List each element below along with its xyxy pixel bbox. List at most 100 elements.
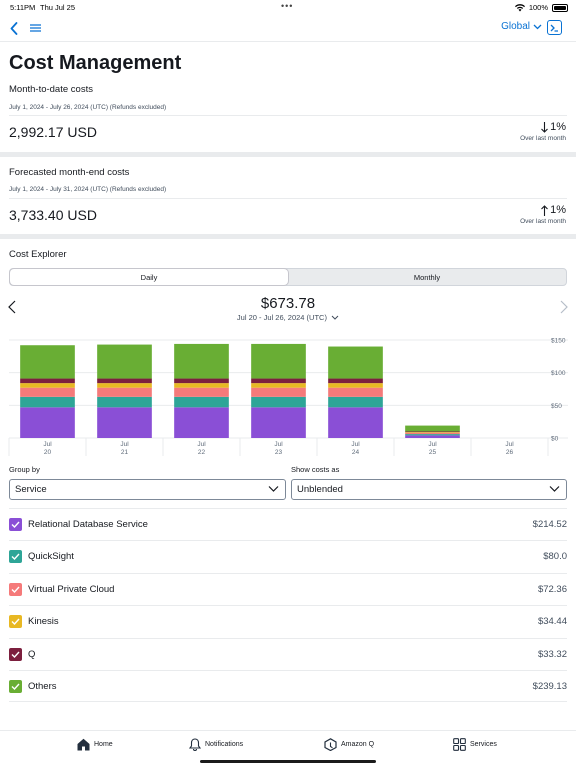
x-tick-label: 20 (44, 449, 52, 456)
bar-segment (20, 345, 75, 379)
multitasking-dots-icon[interactable]: ••• (281, 1, 294, 11)
x-tick-label: Jul (505, 441, 514, 448)
bar-segment (405, 432, 460, 435)
service-list: Relational Database Service $214.52 Quic… (0, 508, 576, 703)
tab-services[interactable]: Services (453, 738, 497, 751)
service-name: Kinesis (28, 616, 59, 628)
show-costs-dropdown[interactable]: Unblended (291, 479, 567, 500)
status-time: 5:11PM (10, 3, 36, 12)
y-tick-label: $50 (551, 403, 562, 410)
cloudshell-button[interactable] (547, 20, 562, 35)
mtd-change: 1% (550, 121, 566, 133)
service-cost: $239.13 (532, 680, 567, 692)
bar-segment (174, 407, 229, 438)
list-item[interactable]: Others $239.13 (9, 669, 567, 703)
status-bar: 5:11PM Thu Jul 25 ••• 100% (0, 0, 576, 14)
tab-notifications-label: Notifications (205, 741, 244, 748)
bar-segment (174, 387, 229, 397)
tab-daily[interactable]: Daily (10, 269, 288, 285)
bar-segment (328, 387, 383, 397)
bar-segment (174, 383, 229, 388)
mtd-trend: 1% Over last month (520, 121, 566, 142)
bar-segment (251, 343, 306, 379)
checkbox-icon[interactable] (9, 518, 22, 531)
next-period-button[interactable] (560, 300, 568, 319)
x-tick-label: 24 (352, 449, 360, 456)
service-name: Q (28, 648, 36, 660)
bar-segment (20, 387, 75, 397)
bar-segment (405, 431, 460, 433)
show-costs-value: Unblended (297, 484, 343, 495)
granularity-toggle: Daily Monthly (9, 268, 567, 286)
x-tick-label: 22 (198, 449, 206, 456)
back-button[interactable] (6, 19, 22, 37)
group-by-value: Service (15, 484, 47, 495)
divider (9, 198, 567, 199)
service-name: Others (28, 680, 57, 692)
checkbox-icon[interactable] (9, 679, 22, 693)
wifi-icon (514, 3, 525, 11)
service-name: Relational Database Service (28, 519, 148, 530)
bar-segment (97, 378, 152, 384)
forecast-change: 1% (550, 204, 566, 216)
bar-segment (97, 396, 152, 408)
bar-segment (328, 346, 383, 379)
home-icon (77, 738, 90, 751)
region-selector[interactable]: Global (501, 21, 542, 32)
bar-segment (405, 425, 460, 432)
x-tick-label: Jul (43, 441, 52, 448)
service-name: QuickSight (28, 551, 74, 563)
tab-notifications[interactable]: Notifications (189, 738, 243, 751)
checkbox-icon[interactable] (9, 615, 22, 629)
group-by-dropdown[interactable]: Service (9, 479, 286, 500)
y-tick-label: $150 (551, 338, 566, 345)
tab-home[interactable]: Home (77, 738, 113, 751)
checkbox-icon[interactable] (9, 647, 22, 661)
list-item[interactable]: QuickSight $80.0 (9, 540, 567, 572)
section-separator (0, 152, 576, 157)
group-by-label: Group by (9, 465, 40, 474)
checkbox-icon[interactable] (9, 582, 22, 596)
x-tick-label: 23 (275, 449, 283, 456)
menu-button[interactable] (28, 21, 42, 35)
chevron-left-icon (10, 21, 18, 35)
list-item[interactable]: Kinesis $34.44 (9, 605, 567, 637)
x-tick-label: 25 (429, 449, 437, 456)
chevron-down-icon (331, 315, 339, 320)
hamburger-icon (29, 24, 41, 32)
bar-segment (20, 378, 75, 384)
list-item[interactable]: Q $33.32 (9, 637, 567, 670)
explorer-title: Cost Explorer (9, 249, 67, 260)
bar-segment (20, 407, 75, 438)
tab-amazon-q[interactable]: Amazon Q (324, 738, 374, 751)
x-tick-label: Jul (351, 441, 360, 448)
tab-monthly[interactable]: Monthly (413, 272, 441, 282)
arrow-up-icon (541, 204, 548, 216)
bar-segment (97, 344, 152, 379)
mtd-amount: 2,992.17 USD (9, 124, 97, 140)
period-range-selector[interactable]: Jul 20 - Jul 26, 2024 (UTC) (0, 313, 576, 322)
previous-period-button[interactable] (8, 300, 16, 319)
tab-amazon-q-label: Amazon Q (341, 741, 375, 748)
bar-segment (174, 378, 229, 384)
list-item[interactable]: Virtual Private Cloud $72.36 (9, 572, 567, 605)
bar-segment (20, 383, 75, 388)
service-cost: $33.32 (537, 648, 567, 660)
amazon-q-icon (324, 738, 337, 751)
battery-icon (552, 3, 568, 12)
x-tick-label: 21 (121, 449, 129, 456)
chevron-down-icon (268, 486, 279, 492)
period-range-label: Jul 20 - Jul 26, 2024 (UTC) (236, 313, 327, 322)
x-tick-label: Jul (274, 441, 283, 448)
list-item[interactable]: Relational Database Service $214.52 (9, 508, 567, 540)
chevron-down-icon (533, 24, 542, 29)
forecast-change-note: Over last month (520, 218, 566, 225)
navigation-bar: Global (0, 14, 576, 42)
service-cost: $34.44 (537, 616, 567, 628)
forecast-label: Forecasted month-end costs (9, 167, 130, 178)
checkbox-icon[interactable] (9, 550, 22, 564)
battery-percent: 100% (528, 3, 548, 12)
tab-services-label: Services (470, 741, 497, 748)
section-separator (0, 234, 576, 239)
bar-segment (20, 396, 75, 408)
